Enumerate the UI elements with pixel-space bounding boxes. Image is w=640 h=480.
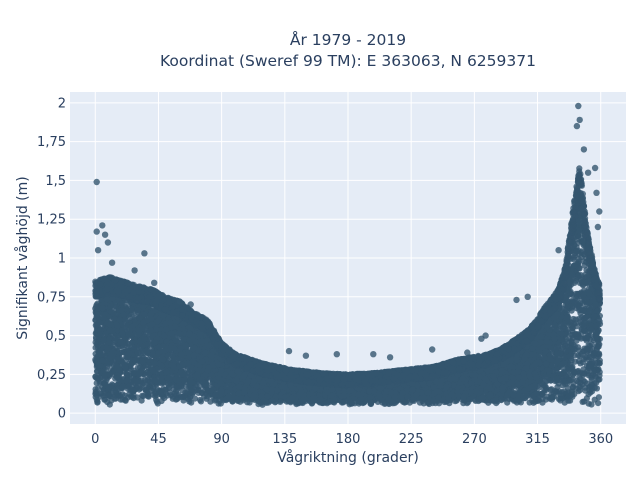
data-points (92, 102, 604, 408)
